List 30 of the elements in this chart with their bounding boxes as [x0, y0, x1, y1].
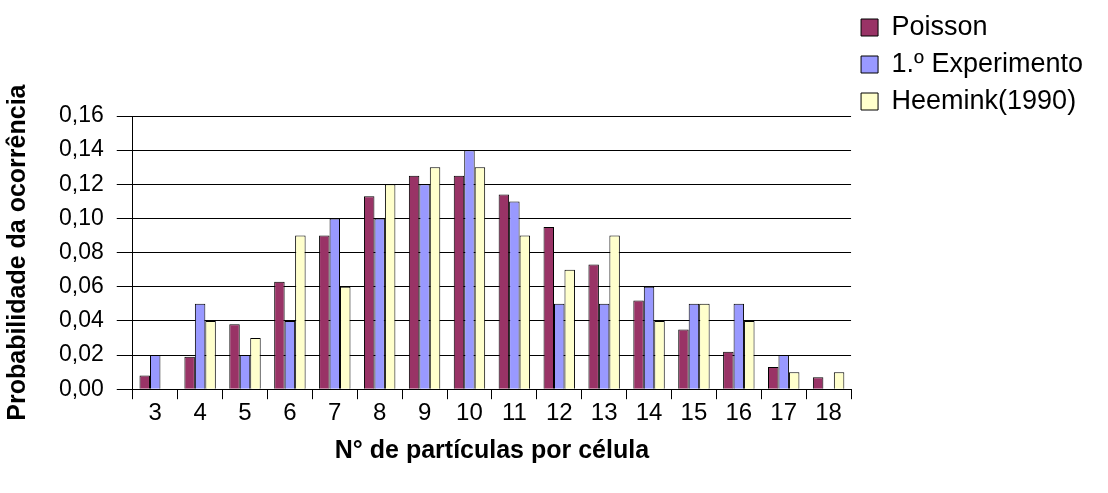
x-tick-label: 12	[545, 398, 573, 426]
x-tick-label: 8	[372, 398, 387, 426]
y-tick-label: 0,12	[59, 169, 104, 196]
y-axis-title: Probabilidade da ocorrência	[1, 83, 30, 421]
x-tick-label: 5	[238, 398, 252, 426]
x-tick-label: 4	[193, 398, 207, 426]
x-tick-label: 3	[148, 398, 162, 426]
y-tick-label: 0,04	[59, 306, 104, 333]
x-tick-label: 7	[328, 398, 342, 426]
y-tick-label: 0,02	[59, 340, 104, 367]
y-tick-label: 0,00	[59, 374, 104, 401]
x-tick-label: 10	[456, 398, 483, 426]
x-tick-label: 13	[590, 398, 618, 426]
legend-label: 1.º Experimento	[891, 47, 1083, 78]
y-tick-label: 0,06	[59, 272, 104, 299]
x-tick-label: 17	[770, 398, 798, 426]
legend-label: Heemink(1990)	[891, 84, 1077, 115]
y-tick-label: 0,16	[59, 101, 104, 128]
x-tick-label: 11	[501, 398, 527, 426]
x-axis-title: N° de partículas por célula	[334, 434, 651, 463]
y-tick-label: 0,14	[59, 135, 104, 162]
x-tick-label: 6	[283, 398, 297, 426]
x-tick-label: 9	[417, 398, 432, 426]
x-tick-label: 18	[815, 398, 842, 426]
x-tick-label: 14	[635, 398, 663, 426]
x-tick-label: 16	[725, 398, 753, 426]
y-tick-label: 0,08	[59, 237, 104, 264]
legend-label: Poisson	[891, 10, 988, 41]
x-tick-label: 15	[680, 398, 708, 426]
y-tick-label: 0,10	[59, 203, 104, 230]
